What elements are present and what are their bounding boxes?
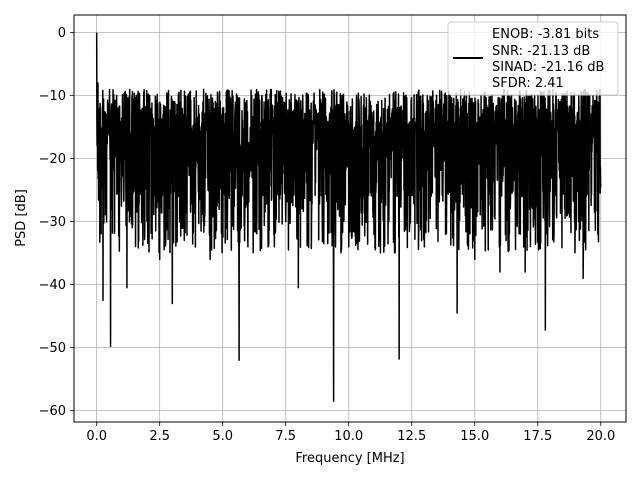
- legend-sinad: SINAD: -21.16 dB: [492, 60, 604, 75]
- y-tick-label: −20: [39, 152, 66, 167]
- x-axis-label: Frequency [MHz]: [295, 451, 404, 466]
- y-tick-label: −40: [39, 278, 66, 293]
- x-tick-label: 2.5: [149, 429, 170, 444]
- legend-sfdr: SFDR: 2.41: [492, 76, 564, 91]
- y-tick-label: −50: [39, 341, 66, 356]
- legend-snr: SNR: -21.13 dB: [492, 44, 590, 59]
- axes-frame: [73, 14, 627, 423]
- x-tick-label: 10.0: [334, 429, 363, 444]
- psd-series-line: [95, 32, 602, 402]
- x-tick-label: 0.0: [86, 429, 107, 444]
- x-tick-label: 5.0: [212, 429, 233, 444]
- x-tick-label: 20.0: [586, 429, 615, 444]
- x-tick-label: 12.5: [397, 429, 426, 444]
- legend: ENOB: -3.81 bits SNR: -21.13 dB SINAD: -…: [447, 21, 619, 96]
- x-tick-label: 7.5: [275, 429, 296, 444]
- legend-enob: ENOB: -3.81 bits: [492, 27, 599, 42]
- y-axis-label: PSD [dB]: [14, 189, 29, 247]
- y-tick-label: −30: [39, 215, 66, 230]
- plot-area: [95, 32, 602, 402]
- x-tick-label: 17.5: [523, 429, 552, 444]
- x-tick-label: 15.0: [460, 429, 489, 444]
- y-tick-label: −10: [39, 89, 66, 104]
- x-axis: 0.0 2.5 5.0 7.5 10.0 12.5 15.0 17.5 20.0: [86, 422, 615, 444]
- y-tick-label: 0: [58, 26, 66, 41]
- y-tick-label: −60: [39, 404, 66, 419]
- legend-box: [447, 21, 619, 96]
- y-axis: 0 −10 −20 −30 −40 −50 −60: [39, 26, 74, 419]
